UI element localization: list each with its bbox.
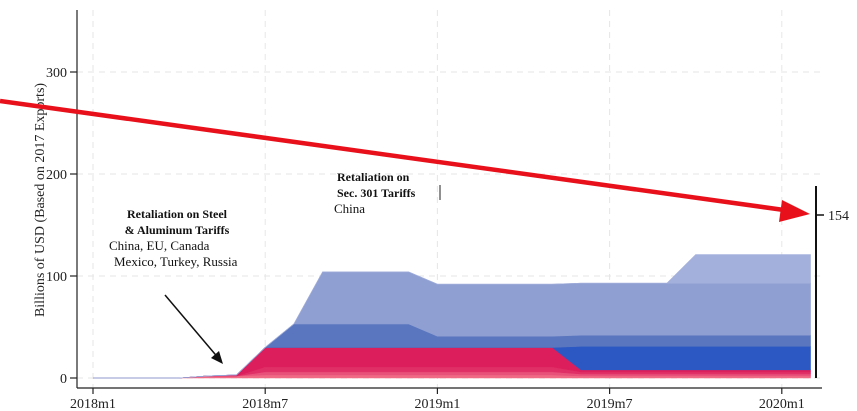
annotation-steel-aluminum: Retaliation on Steel & Aluminum Tariffs … bbox=[109, 207, 238, 364]
red-arrow bbox=[0, 98, 810, 222]
x-tick-label: 2018m1 bbox=[70, 397, 116, 411]
annotation-steel-title-2: & Aluminum Tariffs bbox=[125, 223, 230, 237]
y-axis-label: Billions of USD (Based on 2017 Exports) bbox=[33, 83, 48, 317]
y-tick-label: 200 bbox=[46, 168, 67, 183]
x-tick-label: 2018m7 bbox=[242, 397, 288, 411]
stacked-areas bbox=[93, 254, 811, 379]
annotation-steel-arrowhead bbox=[211, 351, 223, 364]
y-tick-label: 0 bbox=[60, 372, 67, 387]
area-series-8 bbox=[93, 254, 811, 379]
annotation-sec301-title-1: Retaliation on bbox=[337, 170, 410, 184]
right-marker: 154 bbox=[815, 186, 849, 378]
red-arrow-head bbox=[779, 200, 810, 222]
annotation-sec301-detail: China bbox=[334, 201, 365, 216]
y-tick-label: 100 bbox=[46, 270, 67, 285]
annotation-sec301-title-2: Sec. 301 Tariffs bbox=[337, 186, 416, 200]
annotation-steel-detail-2: Mexico, Turkey, Russia bbox=[114, 254, 238, 269]
x-tick-label: 2020m1 bbox=[759, 397, 805, 411]
x-tick-label: 2019m1 bbox=[414, 397, 460, 411]
annotation-steel-title-1: Retaliation on Steel bbox=[127, 207, 228, 221]
x-tick-label: 2019m7 bbox=[587, 397, 633, 411]
annotation-steel-arrow bbox=[164, 294, 221, 361]
marker-label: 154 bbox=[828, 209, 849, 224]
axis-ticks: 0 100 200 300 2018m1 2018m7 2019m1 2019m7 2020m1 bbox=[46, 66, 805, 411]
annotation-steel-detail-1: China, EU, Canada bbox=[109, 238, 210, 253]
annotation-sec301: Retaliation on Sec. 301 Tariffs China bbox=[334, 170, 441, 216]
y-tick-label: 300 bbox=[46, 66, 67, 81]
red-arrow-shaft bbox=[0, 98, 785, 213]
